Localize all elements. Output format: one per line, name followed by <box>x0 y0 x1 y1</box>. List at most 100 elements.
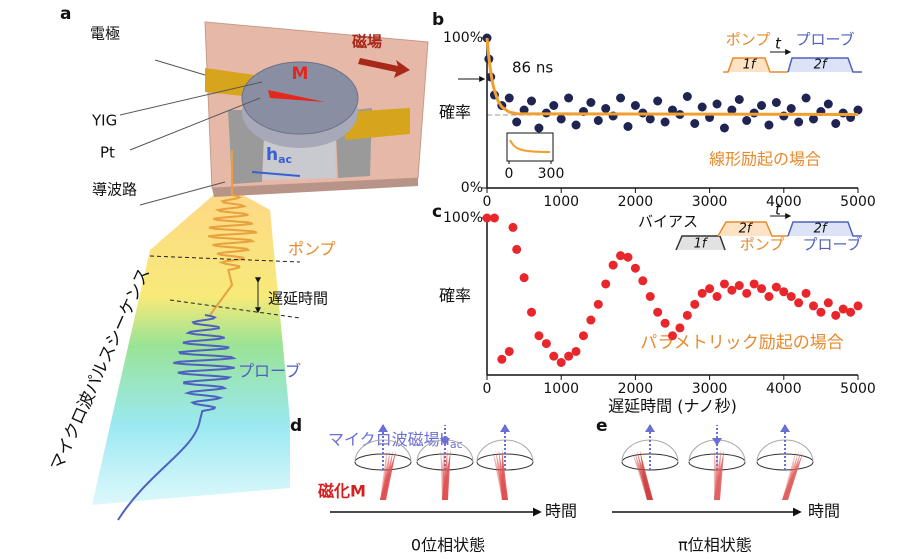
pulse-bias <box>675 235 726 251</box>
data-point <box>771 282 781 292</box>
data-point <box>534 331 544 341</box>
y-tick-label: 100% <box>443 210 483 226</box>
data-point <box>660 117 670 127</box>
x-tick-label: 0 <box>483 381 492 397</box>
data-point <box>668 331 677 341</box>
x-tick-label: 4000 <box>766 194 802 210</box>
data-point <box>616 93 626 103</box>
pump-wave <box>208 150 258 316</box>
data-point <box>549 351 559 361</box>
precession-dome <box>621 439 679 463</box>
data-point <box>623 252 633 262</box>
label-time: 時間 <box>545 502 577 521</box>
data-point <box>727 105 737 115</box>
data-point <box>808 114 818 124</box>
data-point <box>519 273 529 283</box>
data-point <box>808 301 818 311</box>
leader <box>154 59 206 76</box>
data-point <box>757 284 767 294</box>
magnetization-arrow <box>268 90 325 102</box>
substrate-edge <box>212 178 418 197</box>
data-point <box>712 292 722 301</box>
data-point <box>771 98 781 107</box>
label-state: π位相状態 <box>678 536 752 555</box>
data-point <box>586 98 596 107</box>
panel-label: d <box>290 416 302 436</box>
magnetization-cone <box>639 449 653 500</box>
data-point <box>630 263 640 273</box>
t-label: t <box>775 35 782 53</box>
data-point <box>705 284 715 294</box>
data-point <box>742 116 752 125</box>
data-point <box>690 119 700 128</box>
hac-arrow <box>251 171 301 177</box>
data-point <box>512 117 522 127</box>
data-point <box>564 351 574 361</box>
microwave-sub: ac <box>450 438 463 451</box>
leader <box>119 81 263 116</box>
data-point <box>549 101 559 110</box>
data-point <box>823 99 833 109</box>
data-point <box>512 244 522 254</box>
data-point <box>630 101 640 110</box>
label-yig: YIG <box>91 112 117 130</box>
label-pump: ポンプ <box>288 240 336 259</box>
data-point <box>482 213 492 223</box>
leader <box>129 97 261 151</box>
data-point <box>527 307 537 317</box>
data-point <box>556 357 566 367</box>
magnetization-cone <box>782 450 802 500</box>
data-point <box>749 279 759 289</box>
fit-line <box>485 37 859 116</box>
data-point <box>519 105 529 115</box>
data-point <box>489 213 499 223</box>
data-point <box>616 251 626 261</box>
panel-label: c <box>432 202 442 222</box>
data-point <box>853 105 863 115</box>
magnetization-cone <box>380 450 397 500</box>
data-point <box>838 304 848 314</box>
inset-frame <box>506 132 554 162</box>
annotation: バイアス <box>638 213 698 231</box>
data-point <box>786 104 796 113</box>
data-point <box>816 307 826 317</box>
data-point <box>571 120 581 130</box>
x-tick-label: 1000 <box>543 194 579 210</box>
panel-c-annotations: c バイアス 1f 2f 2f t ポンプ プローブ パラメトリック励起の場合 <box>432 201 862 353</box>
magnetization-cone <box>782 449 796 500</box>
data-point <box>794 117 804 127</box>
pulse-label: 2f <box>814 222 829 237</box>
microwave-main: マイクロ波磁場h <box>328 430 450 449</box>
y-axis-label: 確率 <box>439 286 471 305</box>
label-field: 磁場 <box>352 33 382 51</box>
pulse-probe <box>787 57 862 73</box>
data-point <box>734 95 744 104</box>
data-point <box>801 93 811 103</box>
delay-line <box>169 299 301 319</box>
data-point <box>801 288 811 298</box>
t-label: t <box>775 201 782 219</box>
annotation: ポンプ <box>726 31 771 49</box>
data-point <box>786 292 796 301</box>
x-tick-label: 0 <box>483 194 492 210</box>
label-magnetization: 磁化M <box>318 482 366 501</box>
label-hac: hac <box>266 145 292 166</box>
x-tick-label: 1000 <box>543 381 579 397</box>
electrode-right <box>345 108 410 140</box>
data-point <box>764 292 774 301</box>
data-point <box>697 102 707 112</box>
probe-wave <box>117 314 237 521</box>
precession-diagrams: d マイクロ波磁場hac 磁化M 時間 0位相状態 e 時間 π位相状態 <box>290 416 840 555</box>
x-tick-label: 5000 <box>840 194 876 210</box>
precession-dome <box>476 439 534 463</box>
y-axis-label: 確率 <box>439 103 471 122</box>
data-point <box>556 114 566 124</box>
magnetization-cone <box>492 450 508 500</box>
field-head <box>440 438 450 446</box>
pulse-probe <box>787 221 862 237</box>
leader <box>139 181 226 206</box>
data-point <box>608 260 618 270</box>
x-tick-label: 3000 <box>692 381 728 397</box>
pulse-label: 2f <box>814 58 829 73</box>
